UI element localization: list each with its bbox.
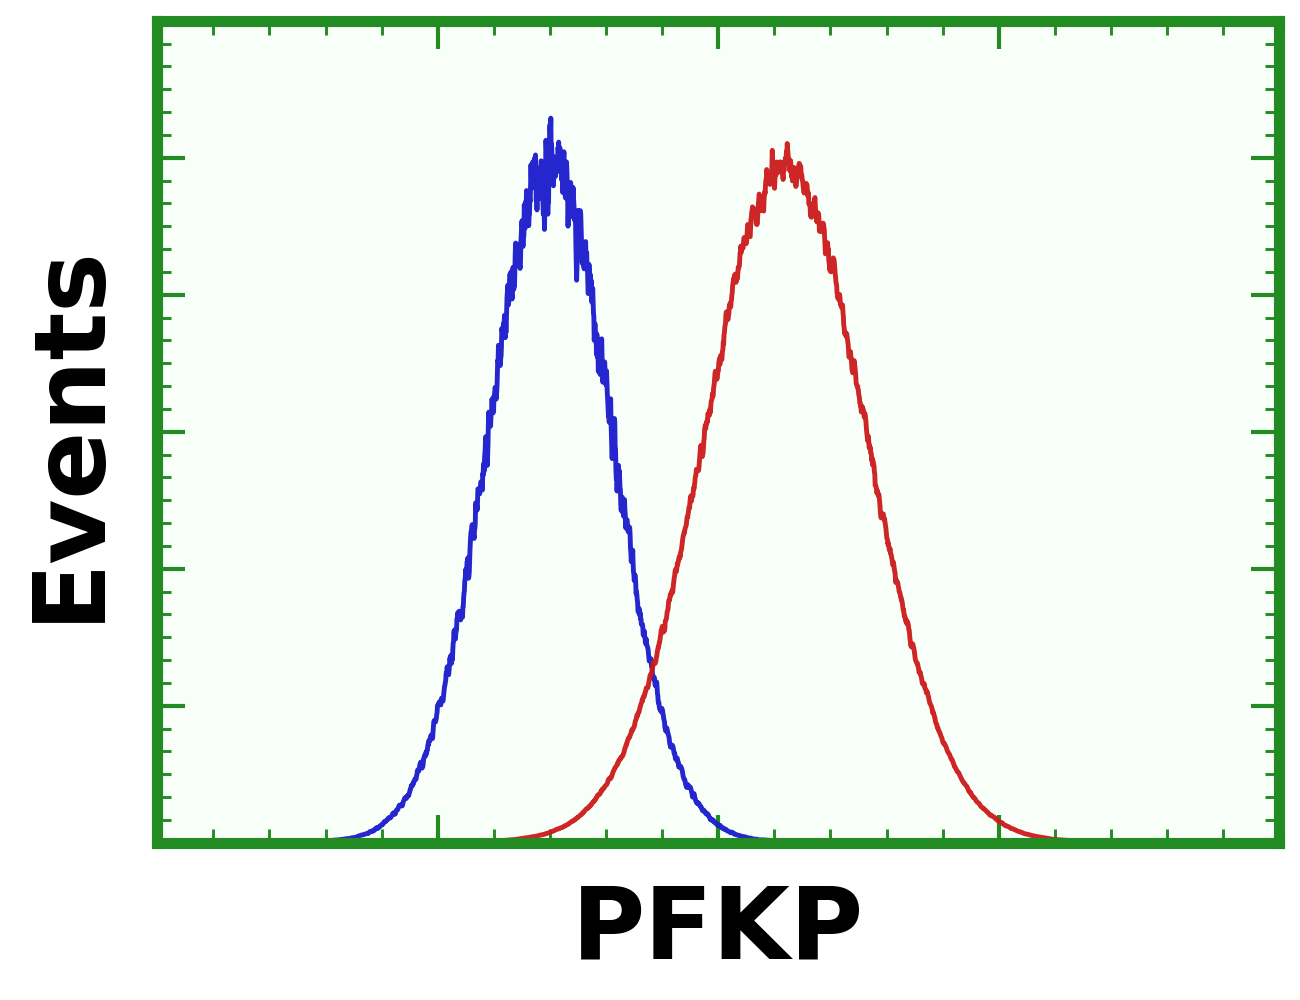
X-axis label: PFKP: PFKP — [572, 882, 864, 979]
Y-axis label: Events: Events — [21, 242, 118, 622]
